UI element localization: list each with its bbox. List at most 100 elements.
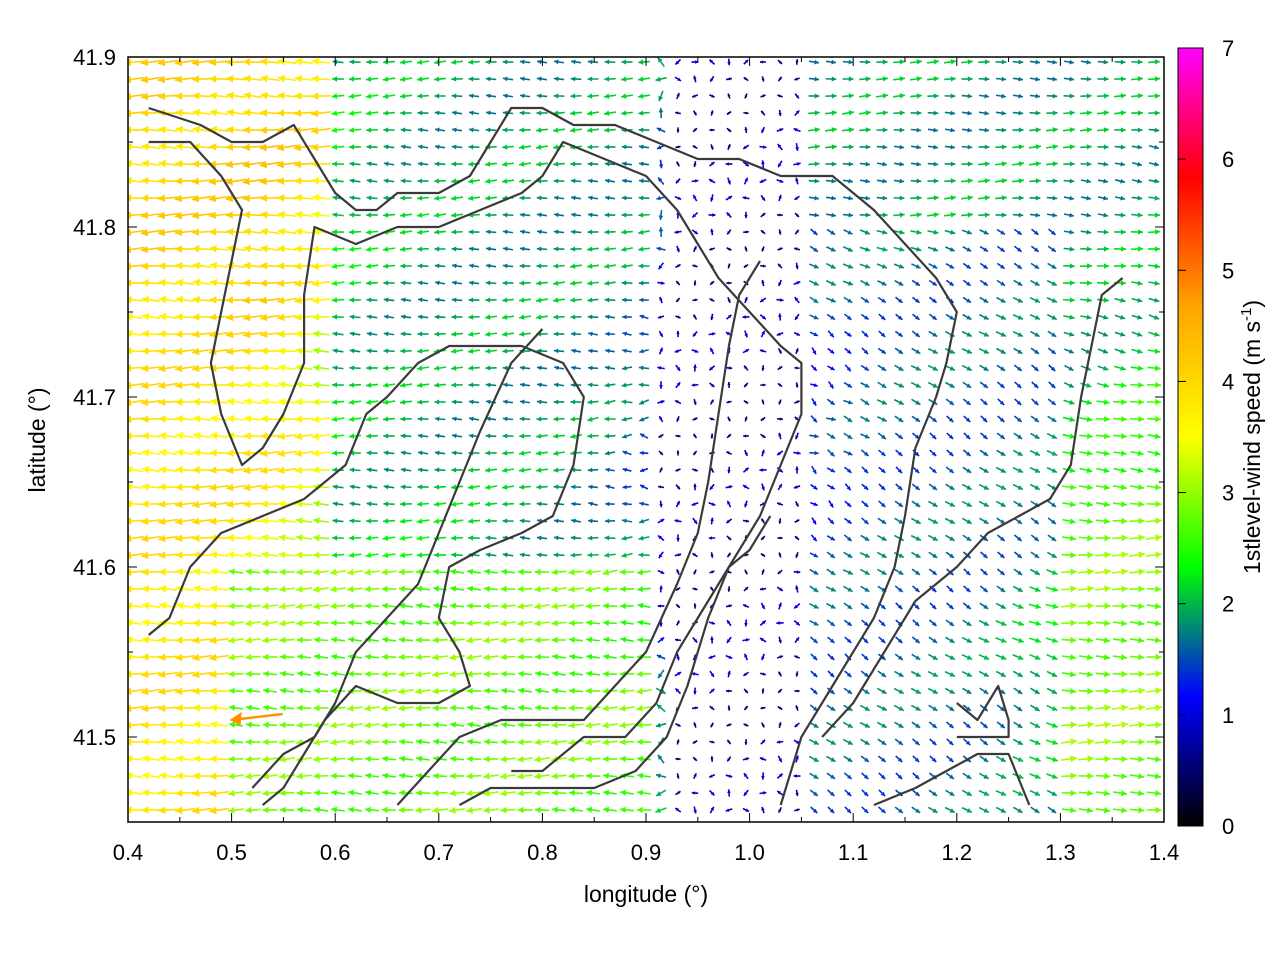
wind-arrow bbox=[348, 790, 362, 796]
wind-arrow bbox=[896, 756, 903, 762]
wind-arrow bbox=[827, 620, 835, 626]
wind-arrow bbox=[996, 349, 1005, 354]
wind-arrow bbox=[1049, 382, 1056, 388]
wind-arrow bbox=[452, 399, 463, 404]
wind-arrow bbox=[210, 109, 229, 117]
wind-arrow bbox=[997, 569, 1004, 575]
wind-arrow bbox=[828, 807, 834, 813]
wind-arrow bbox=[501, 586, 515, 592]
wind-arrow bbox=[606, 485, 615, 489]
wind-arrow bbox=[313, 739, 329, 746]
wind-arrow bbox=[794, 401, 799, 404]
wind-arrow bbox=[141, 552, 161, 560]
wind-arrow bbox=[658, 670, 664, 678]
wind-arrow bbox=[141, 653, 160, 661]
wind-arrow bbox=[945, 162, 956, 167]
wind-arrow bbox=[760, 672, 766, 675]
wind-arrow bbox=[744, 331, 748, 338]
wind-arrow bbox=[744, 178, 747, 185]
wind-arrow bbox=[366, 246, 378, 252]
wind-arrow bbox=[1046, 774, 1057, 779]
wind-arrow bbox=[777, 587, 783, 591]
wind-arrow bbox=[711, 433, 714, 438]
wind-arrow bbox=[588, 60, 598, 65]
wind-arrow bbox=[962, 332, 972, 337]
wind-arrow bbox=[639, 417, 648, 421]
wind-arrow bbox=[860, 264, 870, 269]
wind-arrow bbox=[349, 399, 361, 405]
wind-arrow bbox=[709, 332, 716, 336]
wind-arrow bbox=[245, 773, 261, 780]
wind-arrow bbox=[1047, 196, 1057, 201]
wind-arrow bbox=[175, 245, 195, 253]
wind-arrow bbox=[1080, 127, 1092, 132]
wind-arrow bbox=[759, 468, 766, 472]
wind-arrow bbox=[727, 178, 731, 185]
wind-arrow bbox=[693, 128, 697, 131]
wind-arrow bbox=[843, 740, 852, 745]
wind-arrow bbox=[279, 569, 294, 576]
wind-arrow bbox=[1046, 620, 1059, 626]
wind-arrow bbox=[333, 348, 344, 353]
wind-arrow bbox=[468, 484, 480, 490]
wind-arrow bbox=[809, 434, 818, 438]
wind-arrow bbox=[1064, 93, 1075, 98]
wind-arrow bbox=[485, 331, 497, 336]
wind-arrow bbox=[483, 654, 498, 661]
wind-arrow bbox=[1013, 604, 1024, 609]
wind-arrow bbox=[500, 603, 515, 610]
wind-arrow bbox=[517, 637, 532, 644]
wind-arrow bbox=[588, 502, 597, 506]
wind-arrow bbox=[710, 756, 713, 761]
wind-arrow bbox=[226, 75, 246, 83]
wind-arrow bbox=[962, 638, 972, 643]
wind-arrow bbox=[193, 466, 212, 474]
wind-arrow bbox=[912, 297, 919, 302]
wind-arrow bbox=[693, 484, 696, 490]
wind-arrow bbox=[621, 553, 632, 558]
x-tick-label: 1.0 bbox=[734, 840, 765, 865]
wind-arrow bbox=[158, 671, 178, 679]
wind-arrow bbox=[333, 501, 344, 506]
wind-arrow bbox=[843, 570, 853, 575]
wind-arrow bbox=[244, 432, 263, 440]
wind-arrow bbox=[588, 450, 599, 455]
wind-arrow bbox=[399, 756, 413, 762]
wind-arrow bbox=[519, 297, 531, 302]
x-tick-label: 0.8 bbox=[527, 840, 558, 865]
wind-arrow bbox=[384, 484, 395, 489]
wind-arrow bbox=[587, 399, 598, 404]
wind-arrow bbox=[796, 671, 799, 676]
wind-arrow bbox=[761, 127, 764, 133]
wind-arrow bbox=[209, 807, 229, 815]
wind-arrow bbox=[1030, 705, 1039, 711]
wind-arrow bbox=[809, 77, 819, 82]
wind-arrow bbox=[295, 228, 313, 236]
wind-arrow bbox=[228, 773, 243, 780]
wind-arrow bbox=[469, 76, 480, 81]
wind-arrow bbox=[979, 485, 989, 490]
wind-arrow bbox=[158, 653, 177, 661]
wind-arrow bbox=[486, 94, 496, 99]
wind-arrow bbox=[963, 314, 972, 319]
wind-arrow bbox=[263, 722, 277, 728]
wind-arrow bbox=[1064, 77, 1074, 82]
wind-arrow bbox=[1062, 501, 1075, 507]
wind-arrow bbox=[243, 296, 263, 304]
wind-arrow bbox=[193, 415, 211, 423]
wind-arrow bbox=[603, 756, 618, 762]
wind-arrow bbox=[638, 552, 649, 557]
wind-arrow bbox=[1014, 552, 1021, 558]
wind-arrow bbox=[364, 739, 379, 746]
wind-arrow bbox=[929, 705, 938, 710]
colorbar-title-sup: -1 bbox=[1238, 308, 1255, 321]
wind-arrow bbox=[417, 246, 429, 251]
wind-arrow bbox=[896, 603, 903, 609]
wind-arrow bbox=[1061, 755, 1077, 762]
wind-arrow bbox=[451, 382, 462, 387]
wind-arrow bbox=[843, 722, 852, 727]
wind-arrow bbox=[1112, 535, 1127, 542]
wind-arrow bbox=[1113, 518, 1128, 525]
wind-arrow bbox=[451, 314, 462, 319]
wind-arrow bbox=[502, 314, 514, 319]
